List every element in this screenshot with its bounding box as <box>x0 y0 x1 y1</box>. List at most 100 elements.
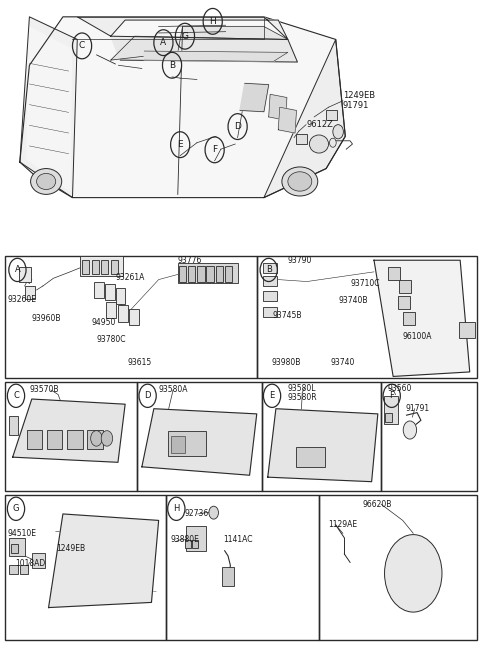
Text: 93776: 93776 <box>178 256 202 265</box>
Bar <box>116 288 125 304</box>
Polygon shape <box>111 36 298 62</box>
Bar <box>257 256 477 378</box>
Circle shape <box>384 534 442 612</box>
Polygon shape <box>278 107 297 133</box>
Text: 93740B: 93740B <box>338 296 368 305</box>
Bar <box>206 266 214 281</box>
Polygon shape <box>264 39 345 197</box>
Bar <box>5 256 257 378</box>
Bar <box>9 565 18 574</box>
Circle shape <box>329 138 336 148</box>
Text: B: B <box>169 61 175 70</box>
Text: 9612Z: 9612Z <box>306 120 333 129</box>
Ellipse shape <box>288 172 312 191</box>
Text: D: D <box>144 391 151 400</box>
Bar <box>82 260 89 274</box>
Text: H: H <box>209 17 216 26</box>
Text: 1249EB: 1249EB <box>56 543 85 553</box>
Text: 96100A: 96100A <box>403 332 432 341</box>
Text: 93880E: 93880E <box>170 535 200 544</box>
Bar <box>166 494 319 640</box>
Polygon shape <box>240 83 269 112</box>
Text: 93580R: 93580R <box>288 393 317 402</box>
Bar <box>67 430 83 450</box>
Text: H: H <box>173 504 180 513</box>
Text: 93615: 93615 <box>128 358 152 367</box>
Bar <box>216 266 223 281</box>
Text: 93261A: 93261A <box>116 272 145 281</box>
Circle shape <box>401 557 425 589</box>
Bar <box>24 286 35 299</box>
Polygon shape <box>20 17 77 197</box>
Circle shape <box>91 431 102 446</box>
Polygon shape <box>374 260 470 377</box>
Text: G: G <box>181 32 189 41</box>
Polygon shape <box>269 94 287 120</box>
Bar <box>168 432 206 456</box>
Bar <box>47 430 62 450</box>
Circle shape <box>408 567 418 580</box>
Text: G: G <box>13 504 19 513</box>
Bar <box>105 284 115 300</box>
Bar <box>197 266 204 281</box>
Bar <box>399 280 411 292</box>
Text: E: E <box>178 140 183 149</box>
Bar <box>94 281 104 298</box>
Text: D: D <box>234 122 241 131</box>
Circle shape <box>333 125 343 139</box>
Bar <box>222 567 234 586</box>
Text: 93260E: 93260E <box>8 295 37 304</box>
Bar <box>20 565 28 574</box>
Bar <box>192 540 198 548</box>
Text: 1249EB: 1249EB <box>343 91 375 100</box>
Text: 93570B: 93570B <box>29 386 59 395</box>
Bar <box>87 430 103 450</box>
Bar <box>19 267 31 281</box>
Text: 93710C: 93710C <box>350 279 380 288</box>
Bar <box>297 448 325 467</box>
Text: 1129AE: 1129AE <box>328 520 358 529</box>
Circle shape <box>393 545 434 601</box>
Bar <box>111 260 118 274</box>
Bar <box>262 382 381 491</box>
Text: 91791: 91791 <box>343 102 369 111</box>
Bar <box>129 309 139 325</box>
Text: 93980B: 93980B <box>271 358 300 367</box>
Bar <box>381 382 477 491</box>
Text: C: C <box>13 391 19 400</box>
Polygon shape <box>111 27 288 60</box>
Text: F: F <box>389 391 394 400</box>
Bar <box>171 437 185 453</box>
Bar <box>398 296 410 309</box>
Polygon shape <box>20 17 345 197</box>
Bar <box>32 553 45 567</box>
Bar <box>319 494 477 640</box>
Text: 93580L: 93580L <box>288 384 316 393</box>
Text: 93960B: 93960B <box>32 314 61 324</box>
Text: 93745B: 93745B <box>273 311 302 320</box>
Text: B: B <box>266 265 272 274</box>
Bar <box>403 312 415 325</box>
Polygon shape <box>48 514 158 608</box>
Text: 93560: 93560 <box>387 384 412 393</box>
Bar <box>388 267 400 280</box>
Text: 93580A: 93580A <box>158 386 188 395</box>
Bar <box>188 266 195 281</box>
Text: 93790: 93790 <box>288 256 312 265</box>
Text: 96620B: 96620B <box>362 499 391 509</box>
Bar <box>5 494 166 640</box>
Text: 92736: 92736 <box>185 509 209 518</box>
Bar <box>385 413 392 422</box>
Bar <box>80 256 123 276</box>
Ellipse shape <box>36 173 56 190</box>
Bar <box>5 382 137 491</box>
Text: A: A <box>160 38 167 47</box>
Bar <box>296 134 307 144</box>
Bar <box>178 263 238 283</box>
Polygon shape <box>142 409 257 475</box>
Bar <box>225 266 232 281</box>
Bar <box>179 266 186 281</box>
Bar <box>263 263 277 273</box>
Text: 91791: 91791 <box>405 404 429 413</box>
Polygon shape <box>77 17 288 39</box>
